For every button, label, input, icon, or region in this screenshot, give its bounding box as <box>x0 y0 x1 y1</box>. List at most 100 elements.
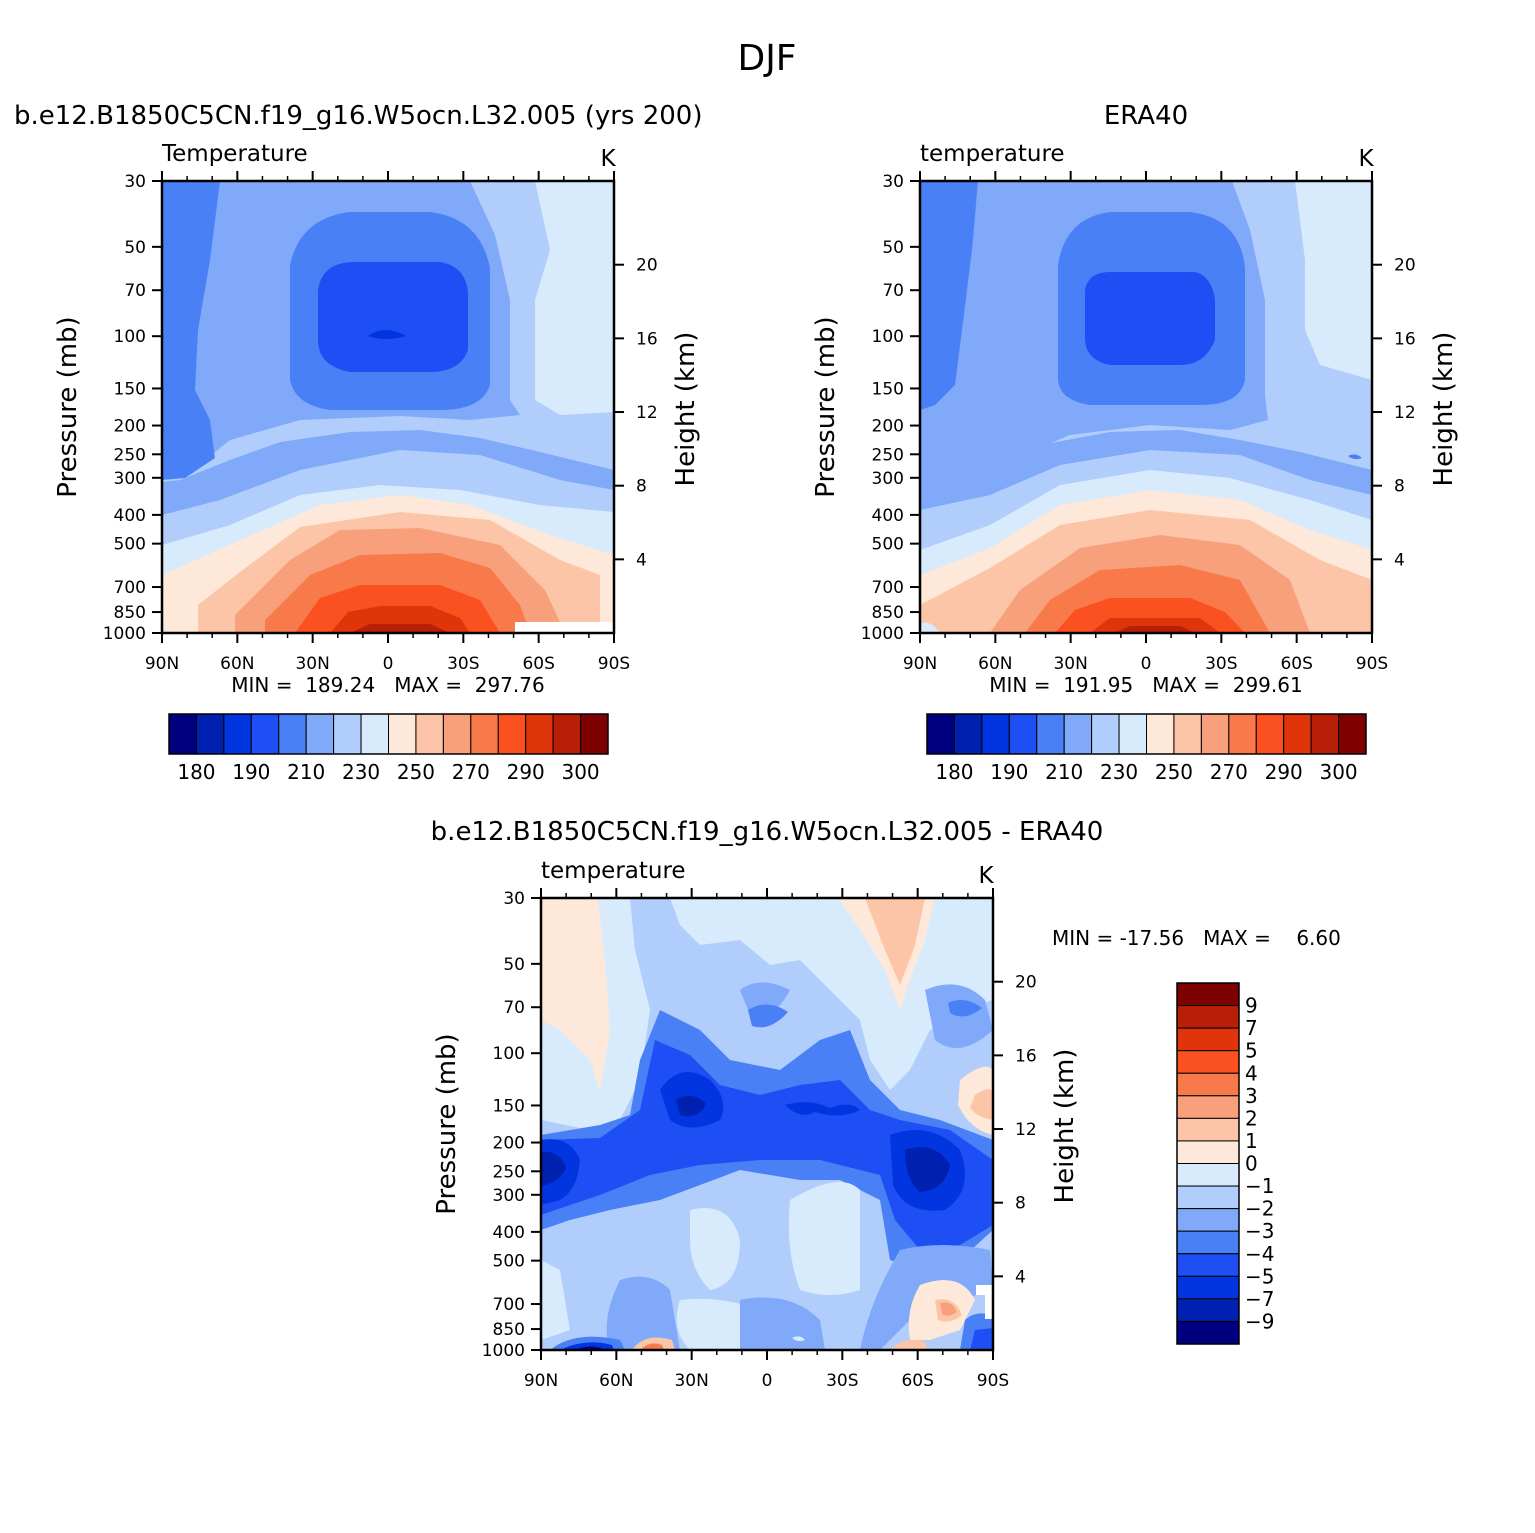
panel-title: ERA40 <box>1104 101 1188 131</box>
y-right-tick-label: 12 <box>1394 403 1416 423</box>
y-tick-label: 30 <box>882 172 904 192</box>
y-right-tick-label: 12 <box>1015 1120 1037 1140</box>
colorbar-label: 180 <box>177 760 215 784</box>
y-axis-label: Pressure (mb) <box>53 316 83 497</box>
colorbar-label: 5 <box>1245 1039 1258 1063</box>
y-tick-label: 150 <box>493 1096 525 1116</box>
contour-fill <box>865 898 925 985</box>
x-tick-label: 90N <box>524 1371 558 1391</box>
colorbar-box <box>1176 1208 1240 1232</box>
colorbar-label: −9 <box>1245 1309 1274 1333</box>
contour-fill <box>318 262 468 372</box>
colorbar-box <box>1118 713 1147 755</box>
colorbar-box <box>1176 1185 1240 1210</box>
contour-fill <box>740 1297 825 1350</box>
contour-fill <box>1295 181 1372 380</box>
colorbar-box <box>1173 713 1202 755</box>
colorbar-box <box>1176 1050 1240 1074</box>
plot-area <box>162 181 614 633</box>
colorbar-box <box>1176 1320 1240 1345</box>
colorbar-box <box>497 713 527 755</box>
y-tick-label: 200 <box>872 417 904 437</box>
colorbar-frame <box>1176 982 1240 1345</box>
y-right-tick-label: 12 <box>636 403 658 423</box>
colorbar-label: 3 <box>1245 1084 1258 1108</box>
x-tick-label: 90N <box>903 654 937 674</box>
contour-fill <box>792 1336 805 1342</box>
colorbar-label: 190 <box>232 760 270 784</box>
colorbar-label: 0 <box>1245 1152 1258 1176</box>
y-tick-label: 70 <box>503 998 525 1018</box>
missing-data <box>985 1295 993 1319</box>
x-tick-label: 60S <box>522 654 554 674</box>
x-tick-label: 0 <box>1141 654 1152 674</box>
colorbar-label: 210 <box>1045 760 1083 784</box>
contour-fill <box>940 1302 957 1316</box>
y-right-tick-label: 8 <box>1394 477 1405 497</box>
contour-fill <box>748 1004 788 1028</box>
colorbar-box <box>1176 1140 1240 1164</box>
x-tick-label: 90S <box>977 1371 1009 1391</box>
y-tick-label: 50 <box>124 238 146 258</box>
colorbar-label: −5 <box>1245 1264 1274 1288</box>
colorbar-label: 250 <box>397 760 435 784</box>
y-tick-label: 30 <box>503 889 525 909</box>
y-right-axis-label: Height (km) <box>1050 1049 1080 1204</box>
y-tick-label: 100 <box>114 327 146 347</box>
y-right-tick-label: 4 <box>1394 550 1405 570</box>
colorbar-box <box>1176 1117 1240 1142</box>
y-tick-label: 400 <box>493 1223 525 1243</box>
y-tick-label: 500 <box>493 1252 525 1272</box>
x-tick-label: 30N <box>295 654 329 674</box>
right-subtitle: K <box>1358 146 1374 172</box>
colorbar-box <box>981 713 1010 755</box>
plot-area <box>541 898 993 1350</box>
colorbar-label: −2 <box>1245 1197 1274 1221</box>
y-tick-label: 250 <box>114 445 146 465</box>
colorbar-box <box>1176 1005 1240 1029</box>
x-tick-label: 90S <box>598 654 630 674</box>
contour-fill <box>541 1260 570 1340</box>
y-tick-label: 70 <box>124 281 146 301</box>
right-subtitle: K <box>600 146 616 172</box>
y-right-tick-label: 20 <box>1015 973 1037 993</box>
colorbar-box <box>250 713 280 755</box>
contour-fill <box>640 1343 664 1350</box>
contour-fill <box>785 1102 860 1116</box>
colorbar-label: 9 <box>1245 994 1258 1018</box>
y-tick-label: 850 <box>493 1320 525 1340</box>
y-tick-label: 300 <box>872 469 904 489</box>
colorbar-box <box>1176 1298 1240 1322</box>
x-tick-label: 0 <box>762 1371 773 1391</box>
y-right-tick-label: 16 <box>1394 329 1416 349</box>
panel-title: b.e12.B1850C5CN.f19_g16.W5ocn.L32.005 (y… <box>14 101 703 131</box>
colorbar-box <box>1008 713 1038 755</box>
y-right-tick-label: 8 <box>1015 1194 1026 1214</box>
y-tick-label: 70 <box>882 281 904 301</box>
colorbar-label: 2 <box>1245 1106 1258 1130</box>
colorbar-box <box>470 713 499 755</box>
contour-fill <box>970 1328 993 1350</box>
missing-data <box>515 622 614 633</box>
x-tick-label: 30N <box>674 1371 708 1391</box>
y-tick-label: 500 <box>114 535 146 555</box>
panel-era40: ERA40 temperature K 90N 60N 30N 0 30S 60S 90S 3… <box>811 101 1459 674</box>
x-tick-label: 30S <box>447 654 479 674</box>
colorbar-label: −1 <box>1245 1174 1274 1198</box>
contour-fill <box>1090 618 1220 633</box>
y-tick-label: 50 <box>503 955 525 975</box>
x-tick-label: 90S <box>1356 654 1388 674</box>
panel-title: b.e12.B1850C5CN.f19_g16.W5ocn.L32.005 - … <box>431 817 1104 847</box>
contour-fill <box>541 1040 993 1250</box>
y-tick-label: 850 <box>114 603 146 623</box>
colorbar-box <box>926 713 955 755</box>
x-tick-label: 30N <box>1053 654 1087 674</box>
y-tick-label: 150 <box>872 379 904 399</box>
y-right-tick-label: 20 <box>636 256 658 276</box>
contour-fill <box>920 181 978 410</box>
contour-fill <box>948 999 982 1017</box>
y-tick-label: 30 <box>124 172 146 192</box>
x-tick-label: 60S <box>1280 654 1312 674</box>
y-axis-label: Pressure (mb) <box>811 316 841 497</box>
